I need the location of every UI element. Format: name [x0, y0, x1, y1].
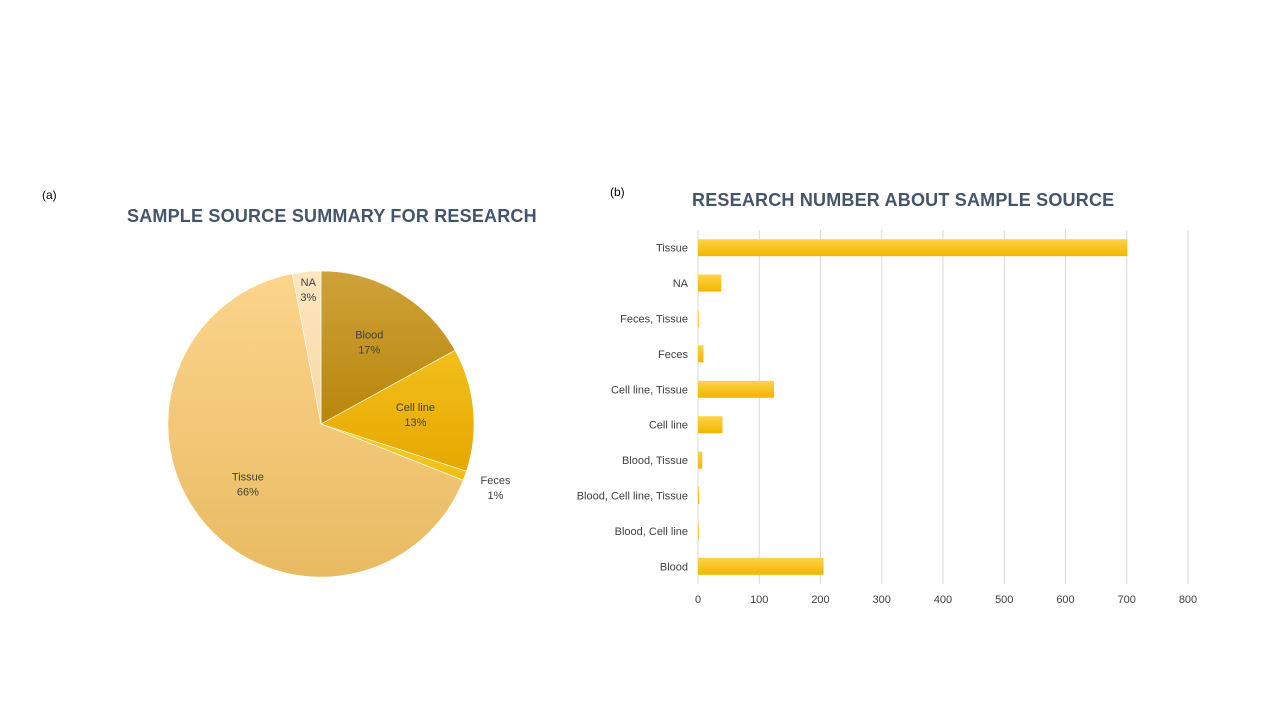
panel-label-b: (b) — [610, 185, 625, 199]
pie-percent-tissue: 66% — [237, 487, 259, 499]
category-label-blood: Blood — [660, 561, 688, 573]
category-label-na: NA — [673, 278, 689, 290]
pie-slice-blood — [320, 270, 456, 425]
bar-blood-tissue — [698, 451, 703, 469]
pie-label-feces: Feces — [481, 475, 511, 487]
bar-cell-line — [698, 416, 723, 434]
bar-blood-cell-line-tissue — [698, 487, 700, 504]
x-tick-label: 800 — [1179, 594, 1197, 606]
pie-percent-blood: 17% — [358, 344, 380, 356]
pie-percent-na: 3% — [300, 292, 316, 304]
x-tick-label: 500 — [995, 594, 1013, 606]
pie-label-tissue: Tissue — [232, 472, 264, 484]
bar-chart-title: RESEARCH NUMBER ABOUT SAMPLE SOURCE — [692, 190, 1115, 210]
pie-chart: Blood 17% Cell line 13% Feces 1% Tissue 66% NA 3% — [167, 270, 511, 578]
bar-blood-cell-line — [698, 522, 699, 540]
pie-label-blood: Blood — [355, 329, 383, 341]
pie-percent-feces: 1% — [488, 490, 504, 502]
x-tick-label: 100 — [750, 594, 768, 606]
x-tick-label: 0 — [695, 594, 701, 606]
pie-slice-na — [291, 270, 322, 425]
pie-slice-cell-line — [320, 349, 475, 472]
x-tick-label: 400 — [934, 594, 952, 606]
x-tick-label: 600 — [1056, 594, 1074, 606]
pie-slice-tissue — [167, 273, 464, 578]
category-label-feces: Feces — [658, 349, 688, 361]
x-tick-label: 700 — [1118, 594, 1136, 606]
bar-tissue — [698, 239, 1128, 257]
bar-blood — [698, 557, 824, 575]
bar-feces-tissue — [698, 310, 699, 327]
bar-cell-line-tissue — [698, 380, 774, 398]
x-tick-label: 300 — [873, 594, 891, 606]
x-tick-label: 200 — [811, 594, 829, 606]
pie-label-cell-line: Cell line — [396, 402, 435, 414]
pie-label-na: NA — [301, 277, 317, 289]
pie-chart-title: SAMPLE SOURCE SUMMARY FOR RESEARCH — [127, 206, 537, 226]
bar-feces — [698, 345, 704, 363]
category-label-cell-line: Cell line — [649, 420, 688, 432]
pie-percent-cell-line: 13% — [404, 417, 426, 429]
bar-na — [698, 274, 722, 292]
panel-label-a: (a) — [42, 188, 57, 202]
category-label-tissue: Tissue — [656, 243, 688, 255]
